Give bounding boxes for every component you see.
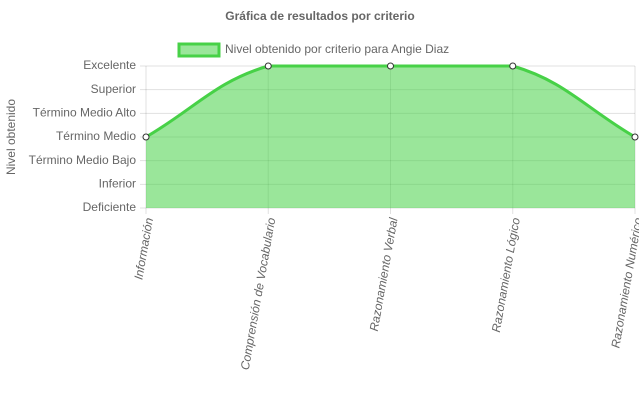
y-tick-label: Superior — [91, 82, 136, 96]
legend-label: Nivel obtenido por criterio para Angie D… — [225, 42, 449, 56]
y-tick-label: Término Medio — [56, 129, 136, 143]
x-tick-label: Información — [131, 216, 156, 280]
y-tick-label: Inferior — [99, 177, 136, 191]
area — [146, 66, 635, 208]
y-tick-label: Término Medio Bajo — [29, 153, 137, 167]
y-tick-label: Excelente — [83, 58, 136, 72]
point — [264, 62, 272, 70]
point — [142, 133, 150, 141]
point — [631, 133, 639, 141]
y-tick-label: Deficiente — [83, 200, 137, 214]
y-axis-title: Nivel obtenido — [4, 99, 18, 175]
y-tick-label: Término Medio Alto — [33, 106, 137, 120]
x-tick-label: Comprensión de Vocabulario — [238, 216, 279, 371]
point — [387, 62, 394, 70]
x-tick-label: Razonamiento Verbal — [367, 216, 401, 332]
x-tick-label: Razonamiento Numérico — [608, 216, 639, 349]
x-tick-label: Razonamiento Lógico — [489, 216, 523, 333]
legend-swatch — [177, 42, 221, 58]
point — [509, 62, 517, 70]
chart-title: Gráfica de resultados por criterio — [225, 9, 414, 23]
